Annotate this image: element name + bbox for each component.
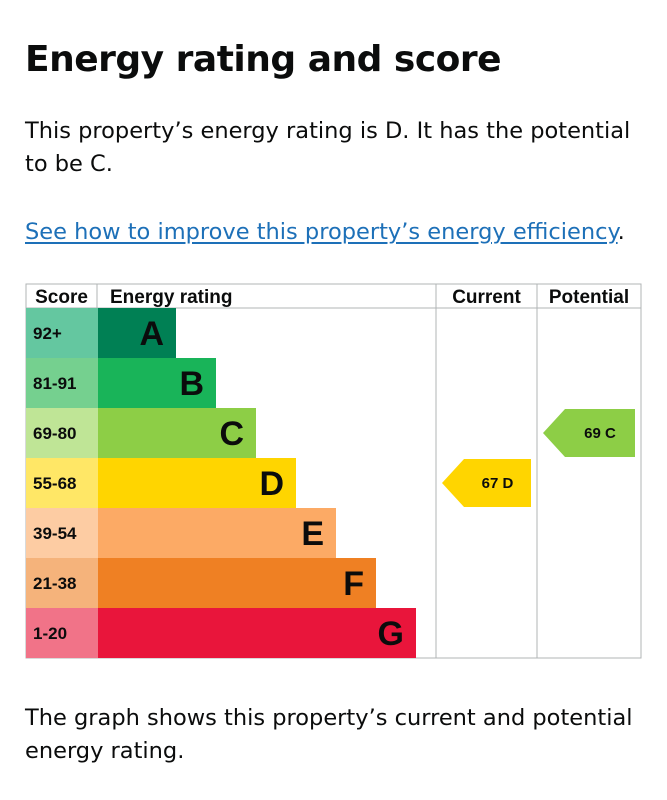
score-range-d: 55-68	[33, 474, 76, 493]
rating-letter-e: E	[301, 515, 324, 553]
score-cell-a	[26, 308, 98, 358]
rating-letter-g: G	[378, 615, 404, 653]
score-range-a: 92+	[33, 324, 62, 343]
page-title: Energy rating and score	[25, 39, 502, 80]
score-range-f: 21-38	[33, 574, 76, 593]
rating-bar-b	[98, 358, 216, 408]
rating-bar-a	[98, 308, 176, 358]
current-rating-arrow	[442, 459, 531, 507]
chart-description: The graph shows this property’s current …	[25, 705, 633, 764]
rating-bar-c	[98, 408, 256, 458]
rating-letter-b: B	[179, 365, 204, 403]
score-column-header: Score	[35, 287, 88, 308]
rating-summary: This property’s energy rating is D. It h…	[25, 118, 631, 177]
rating-bar-d	[98, 458, 296, 508]
improve-efficiency-paragraph: See how to improve this property’s energ…	[25, 216, 625, 249]
score-range-c: 69-80	[33, 424, 76, 443]
potential-rating-arrow	[543, 409, 635, 457]
rating-bar-e	[98, 508, 336, 558]
rating-letter-f: F	[343, 565, 364, 603]
rating-letter-d: D	[259, 465, 284, 503]
score-cell-e	[26, 508, 98, 558]
rating-letter-c: C	[219, 415, 244, 453]
improve-efficiency-link[interactable]: See how to improve this property’s energ…	[25, 219, 618, 245]
rating-column-header: Energy rating	[110, 287, 232, 308]
score-range-b: 81-91	[33, 374, 76, 393]
link-trailing-period: .	[617, 219, 625, 245]
rating-bar-f	[98, 558, 376, 608]
score-range-e: 39-54	[33, 524, 77, 543]
rating-letter-a: A	[139, 315, 164, 353]
score-range-g: 1-20	[33, 624, 67, 643]
potential-column-header: Potential	[549, 287, 629, 308]
score-cell-b	[26, 358, 98, 408]
rating-bar-g	[98, 608, 416, 658]
potential-rating-label: 69 C	[584, 425, 616, 442]
score-cell-f	[26, 558, 98, 608]
score-cell-d	[26, 458, 98, 508]
current-rating-label: 67 D	[482, 475, 514, 492]
score-cell-g	[26, 608, 98, 658]
current-column-header: Current	[452, 287, 521, 308]
score-cell-c	[26, 408, 98, 458]
